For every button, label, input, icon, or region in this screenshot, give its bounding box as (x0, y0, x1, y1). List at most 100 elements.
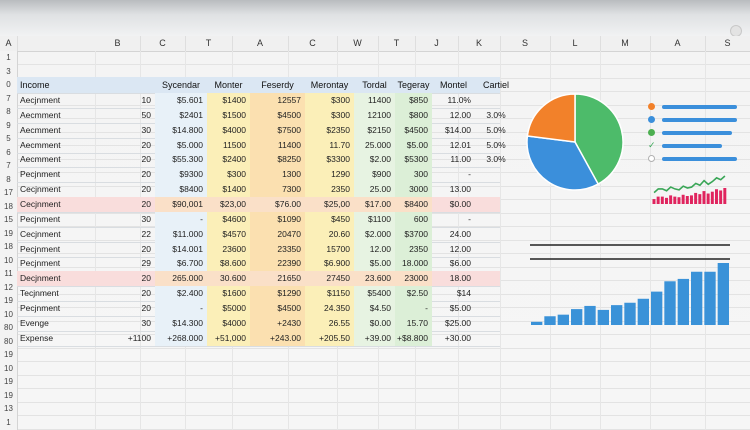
table-cell[interactable]: 11500 (207, 137, 250, 153)
table-cell[interactable]: 23350 (250, 241, 305, 257)
table-cell[interactable]: $1150 (305, 286, 354, 302)
column-header-2[interactable]: C (140, 36, 186, 51)
table-cell[interactable]: 20 (141, 198, 151, 209)
column-heading[interactable]: Cartiel (482, 80, 509, 90)
table-cell[interactable]: $1400 (207, 182, 250, 198)
table-cell[interactable]: 12100 (354, 107, 395, 123)
row-number[interactable]: 10 (4, 363, 13, 373)
row-label[interactable]: Expense (20, 332, 54, 343)
column-heading[interactable] (95, 77, 155, 93)
table-cell[interactable]: 3.0% (486, 109, 506, 120)
row-label[interactable]: Aecmment (20, 109, 61, 120)
table-cell[interactable]: $1600 (207, 286, 250, 302)
table-cell[interactable]: $1100 (354, 211, 395, 227)
table-cell[interactable]: $14.800 (155, 122, 207, 138)
table-cell[interactable]: +243.00 (250, 330, 305, 346)
row-number[interactable]: 0 (6, 80, 11, 89)
table-cell[interactable]: 5.0% (486, 124, 506, 135)
table-cell[interactable]: 23.600 (354, 271, 395, 287)
table-cell[interactable]: $5.00 (395, 137, 432, 153)
table-cell[interactable]: 10 (141, 95, 151, 105)
table-cell[interactable]: $5.00 (354, 256, 395, 272)
column-header-9[interactable]: K (458, 36, 501, 51)
row-number[interactable]: 80 (4, 323, 13, 332)
column-header-7[interactable]: T (378, 36, 416, 51)
row-number[interactable]: 7 (6, 161, 11, 170)
table-cell[interactable]: $0.00 (449, 198, 471, 209)
table-cell[interactable]: +205.50 (305, 330, 354, 346)
row-label[interactable]: Cecjnment (20, 198, 61, 209)
table-cell[interactable]: 15.70 (395, 315, 432, 331)
table-cell[interactable]: 23600 (207, 241, 250, 257)
table-cell[interactable] (475, 93, 517, 108)
row-number[interactable]: 7 (6, 93, 11, 103)
table-cell[interactable]: $5.000 (155, 137, 207, 153)
column-header-3[interactable]: T (185, 36, 233, 51)
table-cell[interactable]: 15700 (305, 241, 354, 257)
row-label[interactable]: Aecjnment (20, 95, 61, 105)
table-cell[interactable]: $8400 (155, 182, 207, 198)
column-header-6[interactable]: W (337, 36, 379, 51)
table-cell[interactable]: 12.01 (449, 139, 471, 150)
row-label[interactable]: Decjnment (20, 273, 61, 284)
row-number[interactable]: 19 (4, 228, 13, 238)
column-header-4[interactable]: A (232, 36, 289, 51)
row-label[interactable]: Evenge (20, 317, 49, 328)
row-number[interactable]: 5 (6, 134, 11, 143)
table-cell[interactable]: $5.601 (155, 93, 207, 108)
table-cell[interactable]: $900 (354, 167, 395, 183)
table-cell[interactable]: $5000 (207, 300, 250, 316)
table-cell[interactable] (475, 286, 517, 301)
row-label[interactable]: Pecjnment (20, 258, 61, 269)
table-cell[interactable]: $4500 (250, 300, 305, 316)
table-cell[interactable]: $55.300 (155, 152, 207, 168)
table-cell[interactable]: $8250 (250, 152, 305, 168)
column-heading[interactable]: Sycendar (161, 80, 201, 90)
table-cell[interactable]: $4500 (395, 122, 432, 138)
table-cell[interactable]: $17.00 (354, 196, 395, 212)
table-cell[interactable]: 11.00 (450, 154, 471, 165)
table-cell[interactable]: $4600 (207, 211, 250, 227)
table-cell[interactable]: $800 (395, 107, 432, 123)
table-cell[interactable]: 600 (395, 211, 432, 227)
table-cell[interactable]: $5.00 (449, 302, 471, 313)
table-cell[interactable]: 29 (141, 258, 151, 269)
table-cell[interactable]: $4500 (250, 107, 305, 123)
table-cell[interactable] (475, 197, 517, 212)
table-cell[interactable]: 24.00 (449, 228, 471, 239)
row-number[interactable]: 12 (4, 282, 13, 292)
row-number[interactable]: 10 (4, 255, 13, 265)
table-cell[interactable]: 11400 (354, 93, 395, 108)
row-number[interactable]: 3 (6, 66, 11, 76)
table-cell[interactable]: 3.0% (486, 154, 506, 165)
table-cell[interactable]: 20470 (250, 226, 305, 242)
table-cell[interactable]: $25,00 (305, 196, 354, 212)
table-cell[interactable]: +1100 (127, 332, 151, 343)
table-cell[interactable]: $4570 (207, 226, 250, 242)
table-cell[interactable]: 11400 (250, 137, 305, 153)
table-cell[interactable]: 12.00 (354, 241, 395, 257)
table-cell[interactable]: 20 (141, 243, 151, 254)
table-cell[interactable]: 5.0% (486, 139, 506, 150)
table-cell[interactable]: $850 (395, 93, 432, 108)
table-cell[interactable]: $14 (456, 288, 471, 299)
table-cell[interactable]: $14.001 (155, 241, 207, 257)
row-number[interactable]: 9 (6, 120, 11, 130)
table-cell[interactable]: $5300 (395, 152, 432, 168)
row-number[interactable]: 10 (4, 309, 13, 319)
table-cell[interactable]: $23,00 (207, 196, 250, 212)
table-cell[interactable]: 23000 (395, 271, 432, 287)
table-cell[interactable]: $450 (305, 211, 354, 227)
table-cell[interactable]: $1290 (250, 286, 305, 302)
table-cell[interactable]: $4.50 (354, 300, 395, 316)
table-cell[interactable]: +$8.800 (395, 330, 432, 346)
row-label[interactable]: Cecjnment (20, 184, 61, 195)
column-heading[interactable]: Feserdy (261, 80, 294, 90)
column-header-1[interactable]: B (95, 36, 141, 51)
table-cell[interactable]: $6.700 (155, 256, 207, 272)
table-cell[interactable]: 11.70 (305, 137, 354, 153)
column-header-11[interactable]: L (550, 36, 601, 51)
table-cell[interactable]: $14.00 (445, 124, 471, 135)
column-header-12[interactable]: M (600, 36, 651, 51)
table-cell[interactable]: - (395, 300, 432, 316)
